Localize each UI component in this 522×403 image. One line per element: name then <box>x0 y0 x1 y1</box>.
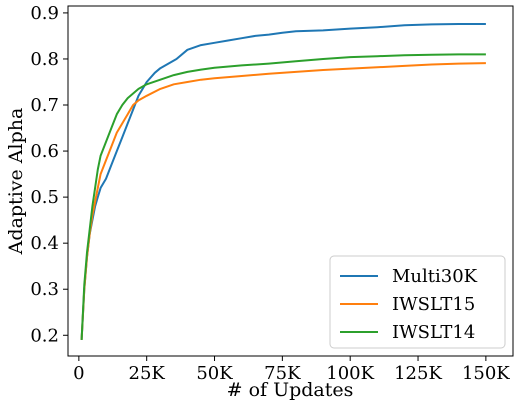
x-tick-label: 150K <box>462 363 510 384</box>
y-tick-label: 0.9 <box>30 3 59 24</box>
y-tick-label: 0.3 <box>30 279 59 300</box>
y-tick-label: 0.5 <box>30 187 59 208</box>
legend-label-iwslt14: IWSLT14 <box>392 322 475 343</box>
series-layer <box>80 23 486 340</box>
x-axis-label: # of Updates <box>227 379 354 401</box>
y-tick-label: 0.2 <box>30 325 59 346</box>
series-line-iwslt15 <box>80 62 486 340</box>
legend: Multi30K IWSLT15 IWSLT14 <box>329 255 506 349</box>
y-axis-label: Adaptive Alpha <box>5 108 27 256</box>
series-line-multi30k <box>80 23 486 340</box>
x-tick-label: 50K <box>196 363 233 384</box>
y-axis: 0.2 0.3 0.4 0.5 0.6 0.7 0.8 0.9 <box>30 3 68 346</box>
x-tick-label: 25K <box>129 363 166 384</box>
x-tick-label: 75K <box>264 363 301 384</box>
x-tick-label: 100K <box>326 363 374 384</box>
series-line-iwslt14 <box>80 53 486 340</box>
legend-label-multi30k: Multi30K <box>392 266 478 287</box>
y-tick-label: 0.4 <box>30 233 59 254</box>
x-axis: 0 25K 50K 75K 100K 125K 150K <box>73 356 510 384</box>
x-tick-label: 0 <box>73 363 84 384</box>
y-tick-label: 0.7 <box>30 95 59 116</box>
x-tick-label: 125K <box>394 363 442 384</box>
legend-label-iwslt15: IWSLT15 <box>392 294 475 315</box>
y-tick-label: 0.8 <box>30 49 59 70</box>
plot-frame <box>67 5 514 357</box>
y-tick-label: 0.6 <box>30 141 59 162</box>
legend-box <box>329 255 506 349</box>
